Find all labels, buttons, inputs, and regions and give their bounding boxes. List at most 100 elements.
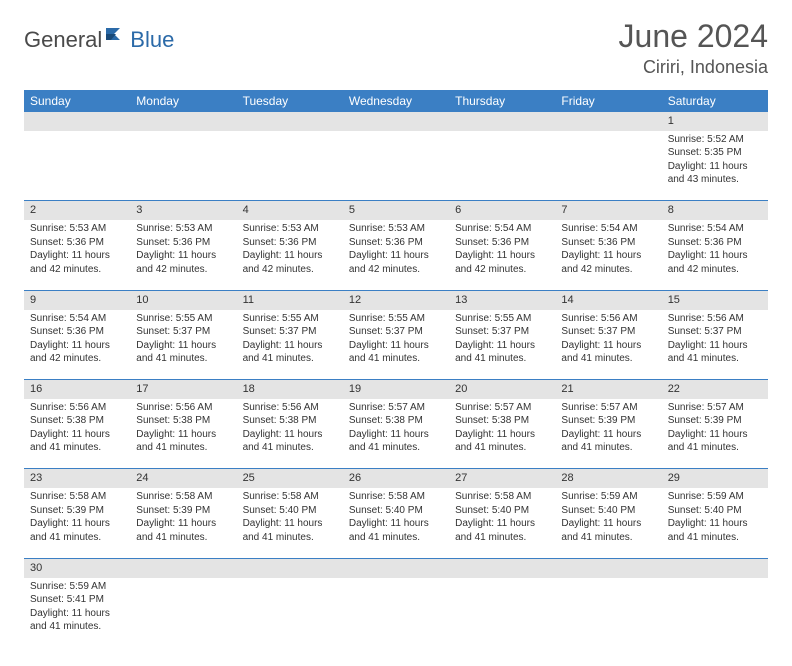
day-cell <box>449 131 555 201</box>
day-cell: Sunrise: 5:59 AMSunset: 5:41 PMDaylight:… <box>24 578 130 648</box>
location-label: Ciriri, Indonesia <box>619 57 768 78</box>
day2-text: and 41 minutes. <box>561 441 655 455</box>
day2-text: and 41 minutes. <box>668 531 762 545</box>
day2-text: and 41 minutes. <box>243 531 337 545</box>
day-cell: Sunrise: 5:58 AMSunset: 5:40 PMDaylight:… <box>237 488 343 558</box>
day-cell: Sunrise: 5:57 AMSunset: 5:39 PMDaylight:… <box>555 399 661 469</box>
day1-text: Daylight: 11 hours <box>243 249 337 263</box>
day-number: 15 <box>662 290 768 309</box>
day-number: 11 <box>237 290 343 309</box>
day1-text: Daylight: 11 hours <box>561 517 655 531</box>
day1-text: Daylight: 11 hours <box>561 428 655 442</box>
day-header: Tuesday <box>237 90 343 112</box>
day2-text: and 41 minutes. <box>136 352 230 366</box>
sunset-text: Sunset: 5:37 PM <box>136 325 230 339</box>
sunset-text: Sunset: 5:36 PM <box>561 236 655 250</box>
sunrise-text: Sunrise: 5:59 AM <box>668 490 762 504</box>
logo-text-blue: Blue <box>130 27 174 53</box>
sunrise-text: Sunrise: 5:58 AM <box>455 490 549 504</box>
sunset-text: Sunset: 5:38 PM <box>243 414 337 428</box>
week-row: Sunrise: 5:59 AMSunset: 5:41 PMDaylight:… <box>24 578 768 648</box>
day-cell: Sunrise: 5:52 AMSunset: 5:35 PMDaylight:… <box>662 131 768 201</box>
sunset-text: Sunset: 5:41 PM <box>30 593 124 607</box>
day2-text: and 41 minutes. <box>243 441 337 455</box>
sunset-text: Sunset: 5:40 PM <box>349 504 443 518</box>
day-cell: Sunrise: 5:55 AMSunset: 5:37 PMDaylight:… <box>237 310 343 380</box>
daynum-row: 16171819202122 <box>24 380 768 399</box>
day-cell: Sunrise: 5:53 AMSunset: 5:36 PMDaylight:… <box>24 220 130 290</box>
week-row: Sunrise: 5:58 AMSunset: 5:39 PMDaylight:… <box>24 488 768 558</box>
day1-text: Daylight: 11 hours <box>561 339 655 353</box>
day-cell: Sunrise: 5:56 AMSunset: 5:38 PMDaylight:… <box>130 399 236 469</box>
day-number: 13 <box>449 290 555 309</box>
day1-text: Daylight: 11 hours <box>136 339 230 353</box>
day-cell: Sunrise: 5:54 AMSunset: 5:36 PMDaylight:… <box>662 220 768 290</box>
day-number: 2 <box>24 201 130 220</box>
day2-text: and 41 minutes. <box>136 441 230 455</box>
day-cell: Sunrise: 5:55 AMSunset: 5:37 PMDaylight:… <box>449 310 555 380</box>
sunrise-text: Sunrise: 5:56 AM <box>668 312 762 326</box>
day-cell: Sunrise: 5:58 AMSunset: 5:40 PMDaylight:… <box>449 488 555 558</box>
day2-text: and 41 minutes. <box>243 352 337 366</box>
day-cell: Sunrise: 5:54 AMSunset: 5:36 PMDaylight:… <box>24 310 130 380</box>
day2-text: and 41 minutes. <box>668 441 762 455</box>
sunrise-text: Sunrise: 5:57 AM <box>349 401 443 415</box>
day-number: 14 <box>555 290 661 309</box>
sunset-text: Sunset: 5:39 PM <box>668 414 762 428</box>
sunrise-text: Sunrise: 5:53 AM <box>349 222 443 236</box>
day1-text: Daylight: 11 hours <box>349 249 443 263</box>
logo-text-general: General <box>24 27 102 53</box>
sunset-text: Sunset: 5:36 PM <box>349 236 443 250</box>
day-number: 22 <box>662 380 768 399</box>
day-number: 4 <box>237 201 343 220</box>
day1-text: Daylight: 11 hours <box>243 428 337 442</box>
day-number <box>130 558 236 577</box>
day-number: 1 <box>662 112 768 131</box>
day1-text: Daylight: 11 hours <box>30 249 124 263</box>
daynum-row: 9101112131415 <box>24 290 768 309</box>
week-row: Sunrise: 5:53 AMSunset: 5:36 PMDaylight:… <box>24 220 768 290</box>
day-cell: Sunrise: 5:58 AMSunset: 5:40 PMDaylight:… <box>343 488 449 558</box>
day-number: 26 <box>343 469 449 488</box>
sunset-text: Sunset: 5:37 PM <box>455 325 549 339</box>
day1-text: Daylight: 11 hours <box>349 339 443 353</box>
day2-text: and 41 minutes. <box>455 531 549 545</box>
day2-text: and 42 minutes. <box>561 263 655 277</box>
sunrise-text: Sunrise: 5:54 AM <box>30 312 124 326</box>
day-cell: Sunrise: 5:59 AMSunset: 5:40 PMDaylight:… <box>555 488 661 558</box>
day-cell: Sunrise: 5:53 AMSunset: 5:36 PMDaylight:… <box>343 220 449 290</box>
day-number: 9 <box>24 290 130 309</box>
day-number: 24 <box>130 469 236 488</box>
sunrise-text: Sunrise: 5:59 AM <box>561 490 655 504</box>
sunset-text: Sunset: 5:39 PM <box>561 414 655 428</box>
sunrise-text: Sunrise: 5:57 AM <box>561 401 655 415</box>
sunset-text: Sunset: 5:37 PM <box>349 325 443 339</box>
day1-text: Daylight: 11 hours <box>455 339 549 353</box>
day2-text: and 42 minutes. <box>668 263 762 277</box>
sunset-text: Sunset: 5:40 PM <box>561 504 655 518</box>
day1-text: Daylight: 11 hours <box>30 339 124 353</box>
day2-text: and 42 minutes. <box>30 352 124 366</box>
sunrise-text: Sunrise: 5:54 AM <box>455 222 549 236</box>
sunrise-text: Sunrise: 5:58 AM <box>349 490 443 504</box>
day-number: 23 <box>24 469 130 488</box>
day1-text: Daylight: 11 hours <box>455 517 549 531</box>
day-number: 29 <box>662 469 768 488</box>
day2-text: and 42 minutes. <box>349 263 443 277</box>
day-number: 28 <box>555 469 661 488</box>
day-number <box>449 112 555 131</box>
day-number <box>555 112 661 131</box>
sunrise-text: Sunrise: 5:56 AM <box>30 401 124 415</box>
day-cell <box>130 131 236 201</box>
day-number: 5 <box>343 201 449 220</box>
week-row: Sunrise: 5:54 AMSunset: 5:36 PMDaylight:… <box>24 310 768 380</box>
day2-text: and 41 minutes. <box>561 531 655 545</box>
day1-text: Daylight: 11 hours <box>136 517 230 531</box>
day-cell <box>24 131 130 201</box>
sunset-text: Sunset: 5:36 PM <box>30 236 124 250</box>
day-cell: Sunrise: 5:58 AMSunset: 5:39 PMDaylight:… <box>24 488 130 558</box>
day-cell <box>237 578 343 648</box>
day1-text: Daylight: 11 hours <box>561 249 655 263</box>
day-cell <box>555 131 661 201</box>
day2-text: and 41 minutes. <box>349 352 443 366</box>
